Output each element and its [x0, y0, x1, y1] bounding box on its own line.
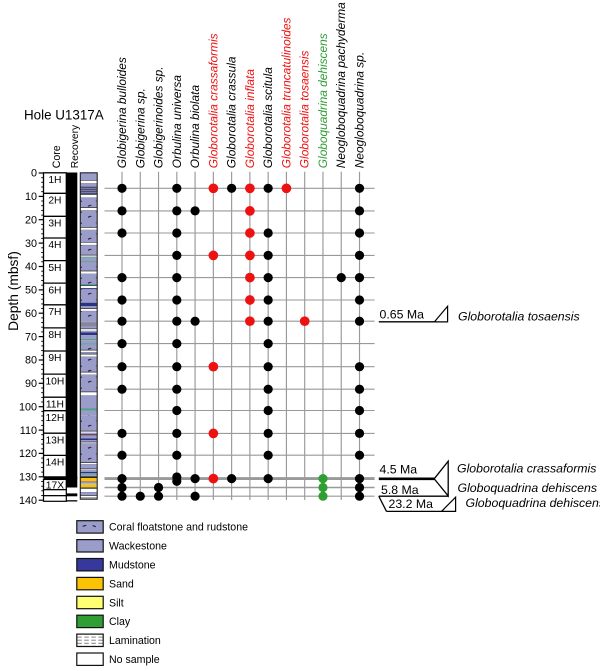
svg-text:140: 140: [19, 495, 37, 507]
svg-text:Neogloboquadrina pachyderma: Neogloboquadrina pachyderma: [334, 2, 348, 168]
svg-text:Recovery: Recovery: [70, 124, 81, 168]
svg-text:110: 110: [20, 425, 37, 437]
svg-text:Sand: Sand: [109, 578, 134, 590]
svg-text:Globoquadrina dehiscens: Globoquadrina dehiscens: [466, 496, 600, 510]
svg-text:Globigerina sp.: Globigerina sp.: [133, 88, 147, 168]
svg-text:Globigerina bulloides: Globigerina bulloides: [115, 57, 129, 168]
svg-text:1H: 1H: [48, 175, 61, 186]
svg-text:9H: 9H: [48, 353, 61, 364]
svg-text:10: 10: [25, 191, 37, 203]
svg-text:No sample: No sample: [109, 654, 160, 666]
svg-text:Silt: Silt: [109, 597, 124, 609]
svg-text:4.5 Ma: 4.5 Ma: [380, 462, 418, 476]
svg-text:3H: 3H: [48, 219, 61, 230]
svg-text:Globorotalia tosaensis: Globorotalia tosaensis: [458, 309, 580, 323]
svg-text:Clay: Clay: [109, 616, 131, 628]
svg-text:13H: 13H: [45, 435, 64, 446]
svg-text:Hole U1317A: Hole U1317A: [24, 108, 104, 123]
svg-text:Neogloboquadrina sp.: Neogloboquadrina sp.: [353, 52, 367, 168]
svg-text:5.8 Ma: 5.8 Ma: [381, 483, 419, 497]
svg-text:Wackestone: Wackestone: [109, 541, 167, 553]
svg-text:70: 70: [25, 331, 37, 343]
svg-text:Globorotalia truncatulinoides: Globorotalia truncatulinoides: [279, 17, 293, 168]
svg-text:Globorotalia tosaensis: Globorotalia tosaensis: [298, 50, 312, 168]
svg-text:14H: 14H: [45, 458, 64, 469]
svg-text:11H: 11H: [46, 399, 64, 410]
svg-text:2H: 2H: [48, 196, 61, 207]
svg-text:Globorotalia crassaformis: Globorotalia crassaformis: [457, 462, 596, 476]
svg-text:12H: 12H: [45, 413, 64, 424]
svg-text:5H: 5H: [48, 263, 61, 274]
svg-text:Globorotalia scitula: Globorotalia scitula: [261, 67, 275, 169]
svg-text:Globorotalia inflata: Globorotalia inflata: [243, 69, 257, 169]
svg-text:90: 90: [25, 378, 37, 390]
svg-text:Coral floatstone and rudstone: Coral floatstone and rudstone: [109, 522, 248, 534]
svg-text:4H: 4H: [48, 240, 61, 251]
svg-text:20: 20: [25, 214, 37, 226]
svg-text:Core: Core: [51, 145, 63, 168]
svg-text:10H: 10H: [45, 376, 64, 387]
svg-text:Globorotalia crassaformis: Globorotalia crassaformis: [206, 33, 220, 168]
svg-text:50: 50: [25, 285, 37, 297]
svg-text:Depth (mbsf): Depth (mbsf): [6, 251, 21, 331]
svg-text:0: 0: [31, 168, 37, 180]
svg-text:Orbulina biolata: Orbulina biolata: [188, 85, 202, 169]
svg-text:30: 30: [25, 238, 37, 250]
svg-text:40: 40: [25, 261, 37, 273]
svg-text:Lamination: Lamination: [109, 635, 161, 647]
svg-text:23.2 Ma: 23.2 Ma: [389, 497, 434, 511]
svg-text:0.65 Ma: 0.65 Ma: [380, 307, 425, 321]
svg-text:130: 130: [19, 472, 37, 484]
svg-text:Globoquadrina dehiscens: Globoquadrina dehiscens: [458, 481, 597, 495]
svg-text:Globorotalia crassula: Globorotalia crassula: [225, 56, 239, 168]
svg-text:6H: 6H: [48, 285, 61, 296]
svg-text:Globigerinoides sp.: Globigerinoides sp.: [152, 66, 166, 168]
svg-text:8H: 8H: [48, 330, 61, 341]
svg-text:60: 60: [25, 308, 37, 320]
svg-text:7H: 7H: [48, 307, 61, 318]
svg-text:120: 120: [19, 448, 37, 460]
svg-text:100: 100: [19, 401, 37, 413]
svg-text:Orbulina universa: Orbulina universa: [170, 75, 184, 169]
svg-text:80: 80: [25, 355, 37, 367]
svg-text:Mudstone: Mudstone: [109, 560, 156, 572]
svg-text:Globoquadrina dehiscens: Globoquadrina dehiscens: [316, 33, 330, 168]
